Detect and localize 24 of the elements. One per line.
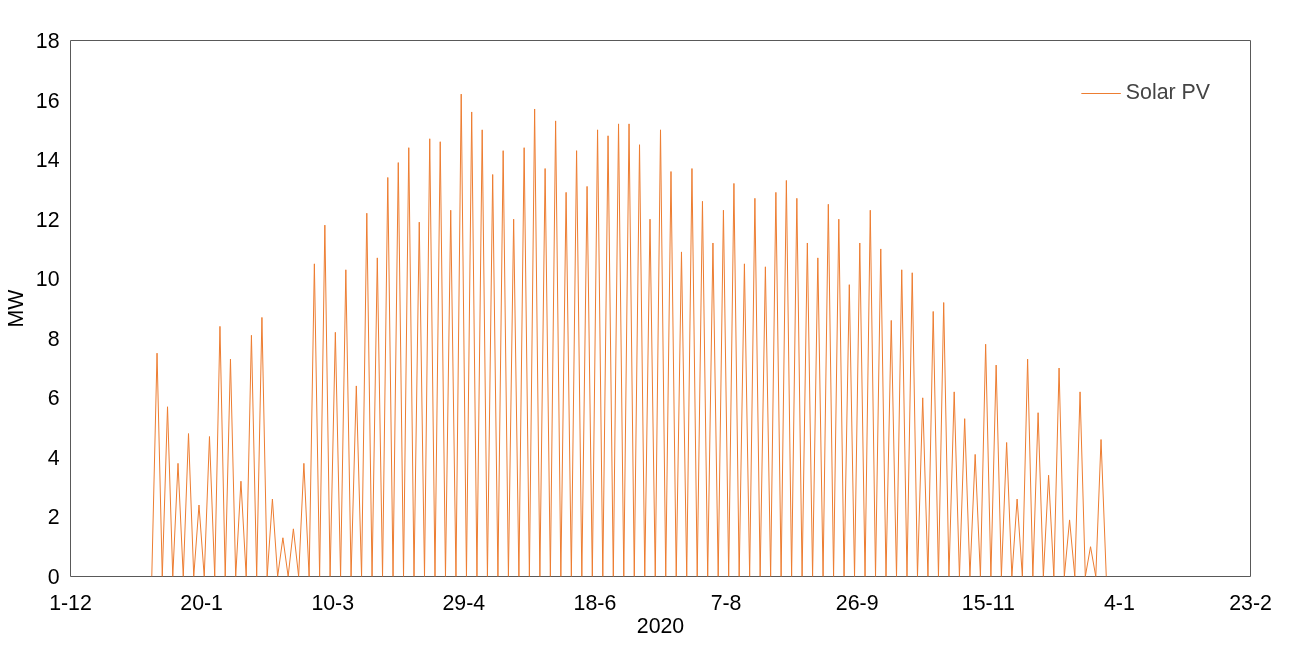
y-tick-label: 14 (35, 148, 60, 173)
x-tick-label: 7-8 (710, 590, 742, 615)
x-tick-label: 29-4 (442, 590, 486, 615)
y-tick-label: 4 (47, 445, 60, 470)
y-tick-label: 0 (47, 565, 60, 589)
y-axis-title: MW (3, 288, 28, 328)
y-tick-label: 16 (35, 88, 60, 113)
x-tick-label: 18-6 (573, 590, 617, 615)
y-tick-label: 6 (47, 386, 60, 411)
y-tick-label: 10 (35, 267, 60, 292)
legend-label: Solar PV (1125, 80, 1210, 105)
x-tick-label: 23-2 (1229, 590, 1272, 615)
x-tick-label: 10-3 (311, 590, 355, 615)
x-axis-title: 2020 (636, 613, 685, 638)
x-tick-label: 26-9 (835, 590, 879, 615)
y-tick-label: 18 (35, 29, 60, 53)
x-tick-label: 4-1 (1103, 590, 1135, 615)
y-tick-label: 8 (47, 326, 60, 351)
line-series (151, 93, 1107, 577)
x-tick-label: 15-11 (961, 590, 1015, 615)
x-tick-label: 20-1 (180, 590, 223, 615)
x-tick-label: 1-12 (49, 590, 92, 615)
y-tick-label: 2 (47, 505, 60, 530)
y-tick-label: 12 (35, 207, 60, 232)
